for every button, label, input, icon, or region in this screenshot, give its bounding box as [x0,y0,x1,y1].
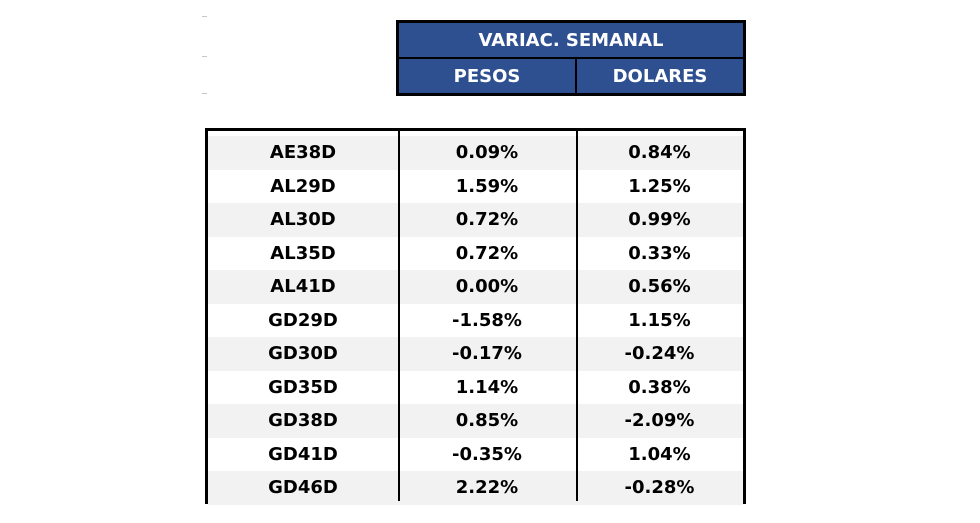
variation-cell: 0.72% [455,209,519,231]
variation-cell: -2.09% [624,410,695,432]
table-row: GD41D -0.35% 1.04% [208,437,743,471]
variation-cell: 0.09% [455,142,519,164]
data-table: AE38D 0.09% 0.84% AL29D 1.59% 1.25% AL30D 0.72%… [205,128,746,505]
column-divider [576,131,578,501]
header-box: VARIAC. SEMANAL PESOS DOLARES [396,20,746,96]
bond-name: GD38D [268,410,338,432]
variation-cell: 1.04% [628,443,691,465]
sheet-mark [202,93,207,94]
bond-name: AL30D [270,209,336,231]
bond-name: GD35D [268,376,338,398]
table-row: GD29D -1.58% 1.15% [208,303,743,337]
variation-cell: 1.14% [455,376,519,398]
variation-cell: -0.17% [452,343,522,365]
variation-cell: 0.33% [628,242,691,264]
sheet-mark [202,16,207,17]
variation-cell: 0.85% [455,410,519,432]
variation-cell: 0.38% [628,376,691,398]
bond-name: GD46D [268,477,338,499]
table-row: AE38D 0.09% 0.84% [208,136,743,170]
sheet-mark [202,56,207,57]
bond-name: GD29D [268,309,338,331]
bond-name: AL29D [270,175,336,197]
table-row: AL41D 0.00% 0.56% [208,270,743,304]
variation-cell: -0.28% [624,477,695,499]
header-column: PESOS [399,59,577,93]
table-row: GD35D 1.14% 0.38% [208,370,743,404]
variation-cell: 1.25% [628,175,691,197]
variation-cell: 0.72% [455,242,519,264]
bond-name: AL41D [270,276,336,298]
variation-cell: 0.00% [455,276,519,298]
table-row: AL30D 0.72% 0.99% [208,203,743,237]
bond-name: GD41D [268,443,338,465]
header-title: VARIAC. SEMANAL [399,23,743,59]
bond-name: AE38D [269,142,337,164]
table-row: AL35D 0.72% 0.33% [208,236,743,270]
variation-cell: 2.22% [455,477,519,499]
variation-cell: 0.99% [628,209,691,231]
table-row: GD30D -0.17% -0.24% [208,337,743,371]
column-divider [398,131,400,501]
variation-cell: 0.56% [628,276,691,298]
header-column: DOLARES [577,59,743,93]
bond-name: GD30D [268,343,338,365]
table-row: GD46D 2.22% -0.28% [208,471,743,505]
variation-cell: 1.15% [628,309,691,331]
table-row: GD38D 0.85% -2.09% [208,404,743,438]
variation-cell: -1.58% [452,309,522,331]
variation-cell: 0.84% [628,142,691,164]
variation-cell: -0.24% [624,343,695,365]
table-row: AL29D 1.59% 1.25% [208,169,743,203]
variation-cell: 1.59% [455,175,519,197]
bond-name: AL35D [270,242,336,264]
variation-cell: -0.35% [452,443,522,465]
